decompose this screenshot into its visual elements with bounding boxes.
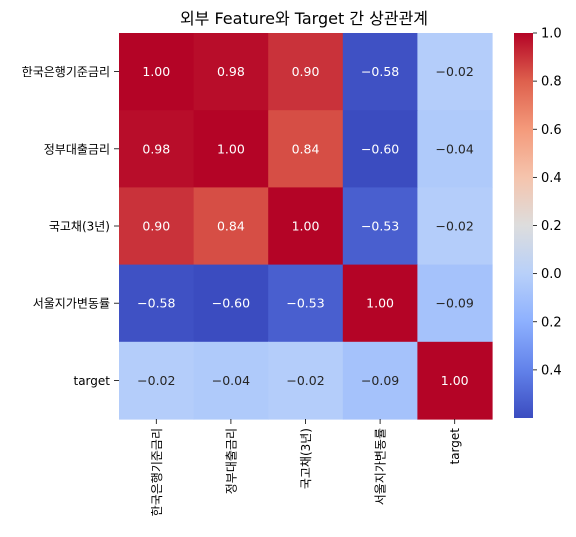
cell-annotation: −0.04 <box>212 373 250 388</box>
heatmap-cell <box>417 110 493 188</box>
y-tick-label: 국고채(3년) <box>49 220 110 234</box>
heatmap-cell <box>193 264 269 343</box>
y-tick-label: target <box>74 374 111 388</box>
colorbar: 1.0 0.8 0.6 0.4 0.2 0.0 0.2 0.4 <box>514 27 562 418</box>
colorbar-tick-label: 0.6 <box>541 123 562 138</box>
cell-annotation: 0.90 <box>142 219 170 234</box>
heatmap-cell <box>268 264 344 343</box>
heatmap-cell <box>417 264 493 343</box>
x-tick-label: target <box>448 428 462 465</box>
x-tick-label: 서울지가변동률 <box>374 428 388 505</box>
heatmap-cell <box>119 33 195 111</box>
heatmap-cell <box>119 341 195 420</box>
cell-annotation: 1.00 <box>142 64 170 79</box>
heatmap-cell <box>119 187 195 266</box>
cell-annotation: −0.02 <box>137 373 175 388</box>
heatmap-cell <box>193 33 269 111</box>
heatmap-cell <box>342 341 418 420</box>
heatmap-cells <box>119 33 493 420</box>
heatmap-cell <box>193 341 269 420</box>
colorbar-tick-label: 0.2 <box>541 315 562 330</box>
cell-annotation: 0.90 <box>292 64 320 79</box>
y-tick-label: 정부대출금리 <box>44 142 110 156</box>
x-axis-ticks: 한국은행기준금리 정부대출금리 국고채(3년) 서울지가변동률 target <box>149 419 462 516</box>
heatmap-cell <box>268 187 344 266</box>
heatmap-cell <box>193 187 269 266</box>
cell-annotation: 1.00 <box>366 296 394 311</box>
colorbar-tick-label: 0.4 <box>541 363 562 378</box>
cell-annotation: −0.04 <box>436 141 474 156</box>
colorbar-tick-label: 0.8 <box>541 75 562 90</box>
colorbar-gradient <box>514 33 533 418</box>
heatmap-cell <box>193 110 269 188</box>
heatmap-cell <box>268 33 344 111</box>
colorbar-tick-label: 1.0 <box>541 27 562 42</box>
cell-annotation: 1.00 <box>292 219 320 234</box>
cell-annotation: −0.58 <box>137 296 175 311</box>
y-tick-label: 한국은행기준금리 <box>22 64 110 79</box>
y-tick-label: 서울지가변동률 <box>33 297 110 311</box>
heatmap-cell <box>342 110 418 188</box>
cell-annotation: −0.09 <box>436 296 474 311</box>
cell-annotation: −0.02 <box>436 64 474 79</box>
cell-annotation: −0.09 <box>361 373 399 388</box>
cell-annotation: −0.60 <box>361 141 399 156</box>
colorbar-tick-label: 0.2 <box>541 219 562 234</box>
heatmap-cell <box>342 33 418 111</box>
chart-title: 외부 Feature와 Target 간 상관관계 <box>180 9 428 28</box>
heatmap-cell <box>119 264 195 343</box>
cell-annotations: 1.00 0.98 0.90 −0.58 −0.02 0.98 1.00 0.84 −0.60 −… <box>137 64 474 388</box>
x-tick-label: 국고채(3년) <box>299 428 313 489</box>
heatmap-cell <box>342 187 418 266</box>
heatmap-cell <box>268 341 344 420</box>
x-tick-label: 정부대출금리 <box>224 428 238 494</box>
cell-annotation: −0.58 <box>361 64 399 79</box>
cell-annotation: 1.00 <box>217 141 245 156</box>
heatmap-cell <box>417 33 493 111</box>
x-tick-label: 한국은행기준금리 <box>149 428 164 516</box>
cell-annotation: 0.84 <box>217 219 245 234</box>
cell-annotation: 0.84 <box>292 141 320 156</box>
colorbar-tick-label: 0.0 <box>541 267 562 282</box>
cell-annotation: −0.53 <box>286 296 324 311</box>
cell-annotation: −0.60 <box>212 296 250 311</box>
heatmap-cell <box>417 187 493 266</box>
cell-annotation: −0.02 <box>286 373 324 388</box>
cell-annotation: −0.53 <box>361 219 399 234</box>
colorbar-tick-label: 0.4 <box>541 171 562 186</box>
heatmap-cell <box>417 341 493 420</box>
cell-annotation: 0.98 <box>142 141 170 156</box>
cell-annotation: −0.02 <box>436 219 474 234</box>
heatmap-cell <box>268 110 344 188</box>
heatmap-cell <box>119 110 195 188</box>
heatmap-cell <box>342 264 418 343</box>
cell-annotation: 1.00 <box>441 373 469 388</box>
cell-annotation: 0.98 <box>217 64 245 79</box>
